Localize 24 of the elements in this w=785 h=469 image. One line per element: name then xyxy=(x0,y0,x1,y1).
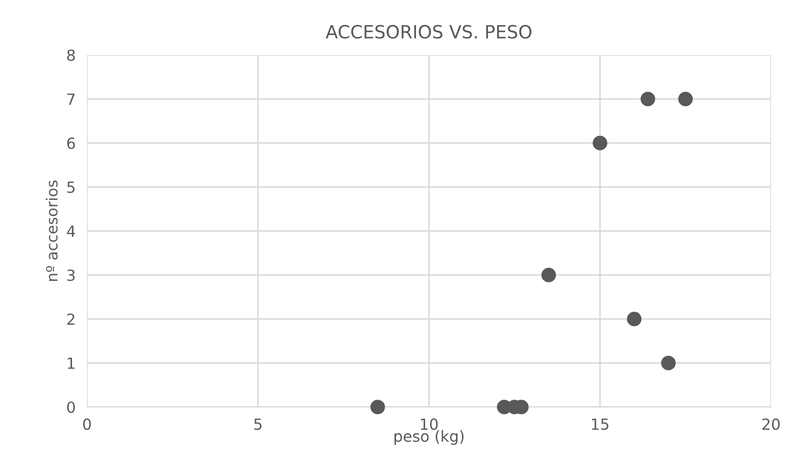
x-axis-title: peso (kg) xyxy=(394,430,464,445)
y-tick-label: 7 xyxy=(67,94,75,105)
point xyxy=(370,400,385,414)
y-tick-label: 8 xyxy=(67,49,75,62)
y-tick-label: 3 xyxy=(67,269,75,282)
point xyxy=(592,136,608,150)
y-tick-label: 6 xyxy=(67,137,75,150)
point xyxy=(640,92,656,106)
point xyxy=(661,356,676,370)
y-tick-label: 5 xyxy=(67,182,75,194)
x-tick-label: 0 xyxy=(83,418,91,430)
x-tick-label: 15 xyxy=(592,418,608,430)
chart-title: ACCESORIOS VS. PESO xyxy=(326,24,532,39)
point xyxy=(678,92,693,106)
y-tick-label: 4 xyxy=(66,226,76,237)
x-tick-label: 20 xyxy=(762,418,780,430)
y-axis-title: nº accesorios xyxy=(46,180,58,281)
point xyxy=(626,312,642,326)
x-tick-label: 10 xyxy=(420,418,438,430)
x-tick-label: 5 xyxy=(254,418,262,430)
y-tick-label: 1 xyxy=(68,358,74,369)
point xyxy=(541,268,556,282)
y-tick-label: 2 xyxy=(67,313,74,325)
y-tick-label: 0 xyxy=(67,401,75,414)
